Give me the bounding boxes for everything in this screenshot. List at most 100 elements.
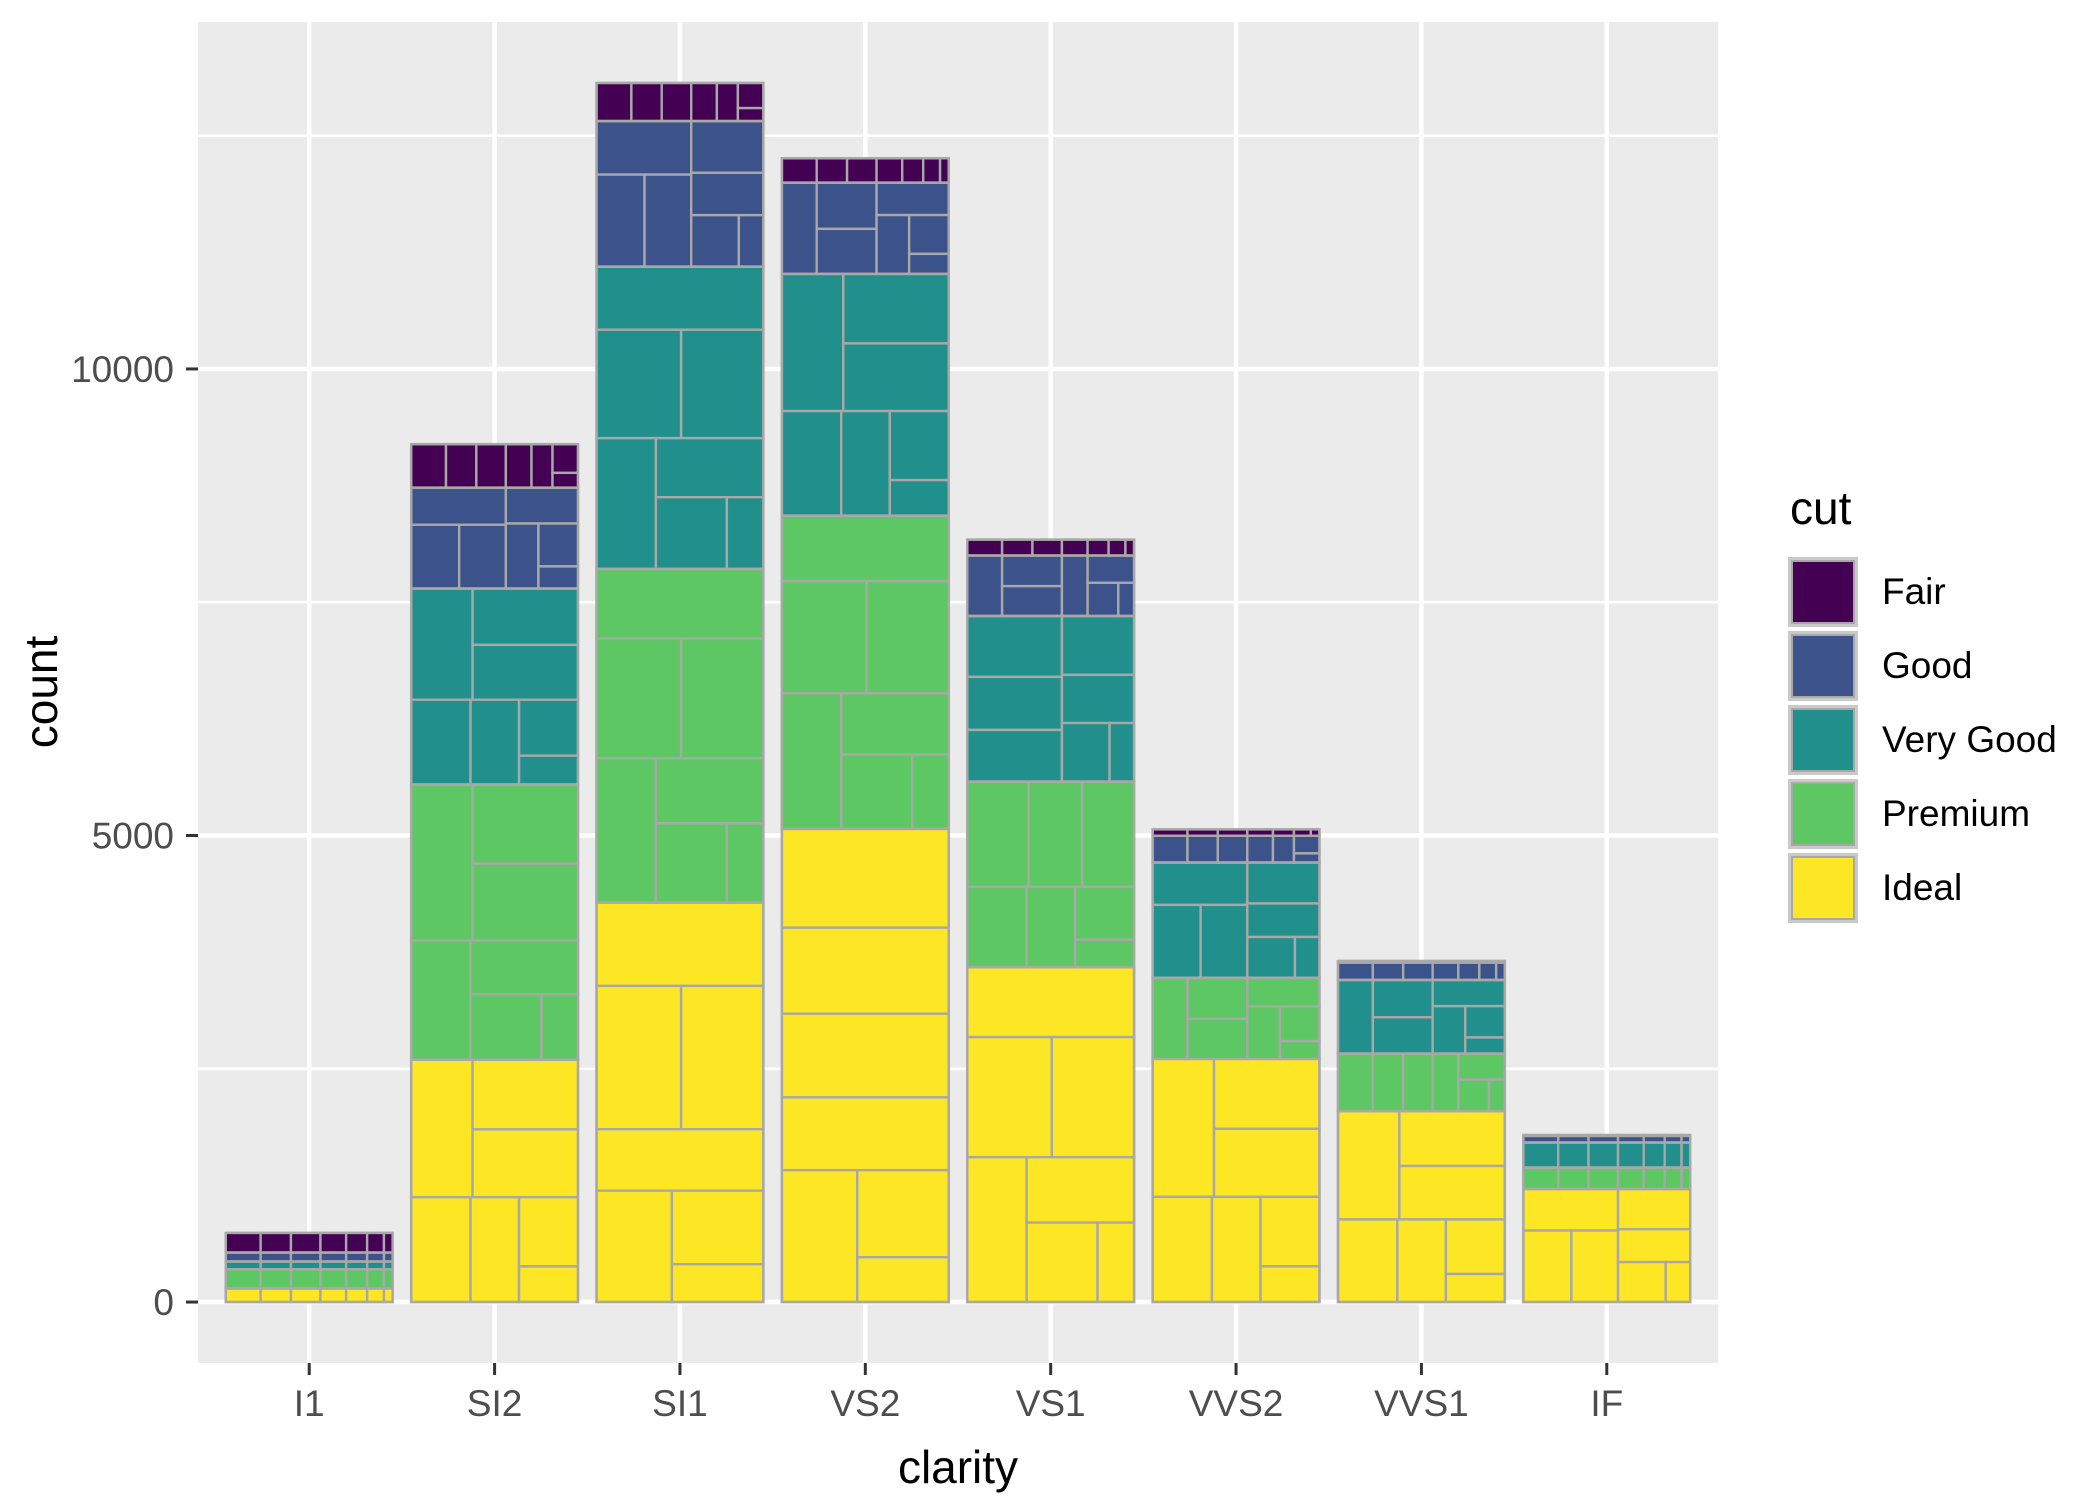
mosaic-cell — [922, 157, 942, 184]
mosaic-cell — [504, 522, 540, 590]
mosaic-cell — [344, 1251, 369, 1263]
mosaic-cell — [1371, 978, 1434, 1019]
mosaic-cell — [595, 265, 765, 331]
mosaic-cell — [595, 173, 646, 268]
mosaic-cell — [1246, 861, 1321, 905]
mosaic-cell — [875, 213, 911, 276]
mosaic-cell — [1587, 1141, 1620, 1169]
mosaic-cell — [409, 442, 448, 489]
mosaic-cell — [856, 1168, 950, 1259]
mosaic-cell — [1401, 961, 1434, 982]
x-tick-label-vvs1: VVS1 — [1374, 1383, 1469, 1424]
mosaic-cell — [654, 436, 765, 499]
mosaic-cell — [289, 1268, 322, 1290]
mosaic-cell — [1457, 1078, 1491, 1113]
legend-swatch-ideal — [1791, 856, 1855, 920]
mosaic-cell — [690, 81, 719, 123]
mosaic-cell — [1050, 1035, 1136, 1159]
mosaic-cell — [517, 698, 580, 757]
mosaic-cell — [1246, 1005, 1282, 1061]
mosaic-cell — [1616, 1227, 1692, 1264]
mosaic-cell — [1025, 1155, 1136, 1224]
mosaic-cell — [259, 1251, 293, 1263]
legend-swatch-good — [1791, 634, 1855, 698]
mosaic-cell — [910, 753, 950, 831]
mosaic-cell — [475, 442, 508, 489]
mosaic-cell — [1336, 1052, 1375, 1113]
mosaic-cell — [715, 81, 740, 123]
bar-vs1-segment-fair — [966, 538, 1136, 557]
mosaic-cell — [1336, 1218, 1399, 1304]
mosaic-cell — [780, 827, 950, 929]
bar-vvs1-segment-fair — [1336, 959, 1507, 964]
mosaic-cell — [654, 822, 729, 904]
mosaic-cell — [1556, 1166, 1590, 1191]
mosaic-cell — [1444, 1272, 1507, 1304]
mosaic-cell — [344, 1268, 369, 1290]
mosaic-cell — [409, 523, 461, 590]
mosaic-cell — [815, 227, 878, 276]
mosaic-cell — [444, 442, 478, 489]
mosaic-cell — [736, 81, 765, 110]
mosaic-cell — [1151, 903, 1202, 979]
legend-label-very-good: Very Good — [1882, 719, 2057, 760]
mosaic-cell — [1278, 1039, 1321, 1061]
mosaic-cell — [907, 252, 950, 276]
mosaic-cell — [1587, 1166, 1620, 1191]
mosaic-cell — [1570, 1229, 1620, 1304]
mosaic-cell — [966, 675, 1064, 732]
x-tick-label-vs2: VS2 — [830, 1383, 900, 1424]
mosaic-cell — [1212, 1127, 1321, 1199]
mosaic-cell — [224, 1231, 262, 1254]
mosaic-cell — [1431, 1004, 1467, 1055]
mosaic-cell — [1487, 1078, 1507, 1113]
x-tick-label-i1: I1 — [294, 1383, 325, 1424]
mosaic-cell — [1292, 852, 1321, 864]
mosaic-cell — [875, 157, 904, 184]
mosaic-cell — [630, 81, 663, 123]
mosaic-cell — [1025, 1221, 1099, 1304]
bar-vs2-segment-fair — [780, 157, 950, 184]
y-tick-label: 5000 — [92, 815, 174, 856]
mosaic-cell — [780, 1096, 950, 1172]
mosaic-cell — [737, 213, 765, 268]
mosaic-cell — [457, 523, 508, 590]
mosaic-cell — [517, 1265, 580, 1304]
bar-i1-segment-fair — [224, 1231, 394, 1254]
legend-label-premium: Premium — [1882, 793, 2031, 834]
mosaic-cell — [504, 442, 533, 489]
mosaic-cell — [344, 1231, 369, 1254]
x-tick-label-si2: SI2 — [467, 1383, 523, 1424]
mosaic-cell — [319, 1251, 348, 1263]
mosaic-cell — [319, 1231, 348, 1254]
y-axis-title: count — [15, 635, 67, 749]
mosaic-cell — [469, 698, 521, 786]
x-tick-label-si1: SI1 — [652, 1383, 708, 1424]
mosaic-cell — [409, 939, 472, 1061]
mosaic-cell — [595, 436, 658, 571]
mosaic-cell — [1086, 538, 1110, 557]
mosaic-cell — [1216, 834, 1249, 864]
legend-item-premium: Premium — [1788, 779, 2057, 849]
mosaic-cell — [1616, 1141, 1645, 1169]
mosaic-cell — [504, 486, 580, 525]
mosaic-cell — [1663, 1141, 1683, 1169]
legend-swatch-premium — [1791, 782, 1855, 846]
mosaic-cell — [670, 1262, 765, 1304]
mosaic-cell — [595, 756, 658, 904]
x-tick-label-vs1: VS1 — [1016, 1383, 1086, 1424]
mosaic-cell — [1556, 1141, 1590, 1169]
mosaic-cell — [1259, 1195, 1321, 1268]
legend-item-ideal: Ideal — [1788, 853, 2057, 923]
mosaic-cell — [1664, 1260, 1692, 1304]
mosaic-cell — [409, 698, 472, 786]
legend-label-good: Good — [1882, 645, 1973, 686]
mosaic-cell — [654, 756, 765, 825]
mosaic-cell — [382, 1231, 394, 1254]
mosaic-cell — [736, 106, 765, 123]
mosaic-cell — [259, 1231, 293, 1254]
mosaic-cell — [1336, 961, 1375, 982]
mosaic-cell — [1186, 834, 1219, 864]
mosaic-cell — [1086, 581, 1120, 618]
mosaic-cell — [1124, 538, 1136, 557]
